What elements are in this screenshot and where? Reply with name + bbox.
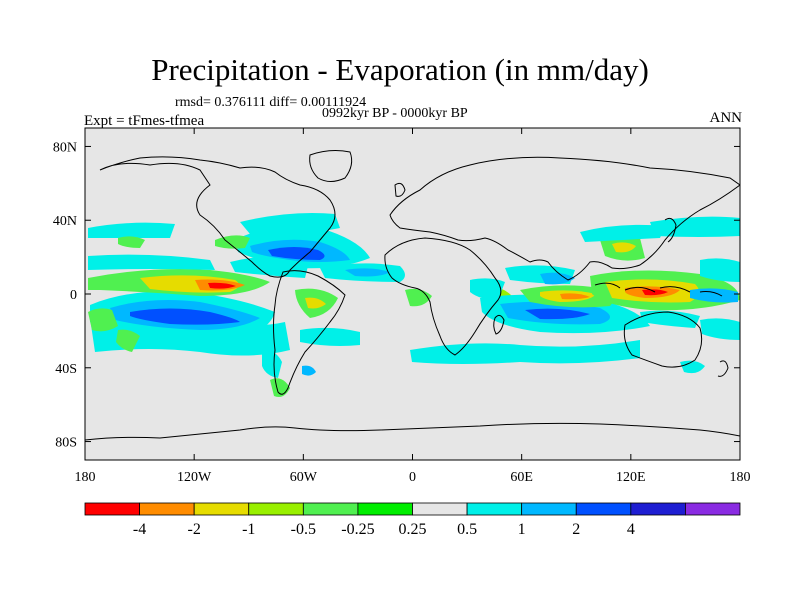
colorbar-label: 4 <box>627 521 635 538</box>
lon-tick-label: 60W <box>290 470 318 485</box>
contour-west-pacific-wet-outer <box>700 258 740 282</box>
lat-tick-label: 40N <box>53 214 77 229</box>
contour-south-pacific-core <box>130 308 240 325</box>
contour-west-pacific-south <box>700 318 740 340</box>
colorbar-swatch <box>193 502 250 516</box>
contour-amazon-yellow <box>305 297 326 309</box>
lon-tick-label: 120W <box>177 470 212 485</box>
colorbar-swatch <box>357 502 413 516</box>
colorbar-swatch <box>521 502 577 516</box>
coast-indonesia <box>594 282 723 297</box>
coast-japan <box>664 217 677 243</box>
contour-south-pacific-green <box>88 308 118 332</box>
axes: 80N 40N 0 40S 80S 180 120W 60W 0 60E 120E 180 <box>53 128 751 485</box>
coast-africa <box>384 237 502 356</box>
coastlines <box>85 150 740 441</box>
colorbar-label: -4 <box>133 521 146 538</box>
contour-indian-dry-orange <box>560 293 590 300</box>
coast-australia <box>623 311 703 368</box>
season-label: ANN <box>709 110 743 126</box>
lon-tick-label: 60E <box>510 470 533 485</box>
contour-tropical-atlantic-core <box>345 268 390 277</box>
coast-new-zealand <box>717 360 729 377</box>
colorbar-swatch <box>302 502 359 516</box>
lat-tick-label: 40S <box>55 362 77 377</box>
colorbar-label: -1 <box>242 521 255 538</box>
contour-fields <box>88 213 740 397</box>
contour-southern-ocean-east <box>410 340 640 364</box>
lat-tick-label: 0 <box>70 288 77 303</box>
contour-north-pacific-green <box>118 236 145 248</box>
contour-south-indian-core <box>525 308 590 320</box>
colorbar-swatch <box>685 502 741 516</box>
contour-pacific-wet-strip <box>88 254 215 270</box>
contour-north-pacific-band <box>88 222 175 238</box>
coast-north-america <box>99 156 336 278</box>
plot-title: Precipitation - Evaporation (in mm/day) <box>151 52 649 87</box>
contour-africa-west-dry <box>405 288 432 307</box>
contour-africa-wet-strip <box>470 278 505 300</box>
colorbar-label: -2 <box>188 521 201 538</box>
coast-greenland <box>309 150 353 182</box>
contour-maritime-red <box>642 289 668 296</box>
contour-chile-wet <box>302 365 316 376</box>
experiment-label: Expt = tFmes-tfmea <box>84 113 205 129</box>
colorbar: -4 -2 -1 -0.5 -0.25 0.25 0.5 1 2 4 <box>84 502 741 538</box>
contour-east-asia-yellow <box>612 242 636 253</box>
coast-south-america <box>273 270 346 395</box>
contour-australia-north <box>640 310 700 328</box>
colorbar-swatch <box>248 502 304 516</box>
contour-tasman <box>680 360 705 374</box>
lon-tick-label: 180 <box>730 470 751 485</box>
colorbar-label: -0.5 <box>291 521 316 538</box>
contour-south-atlantic <box>300 327 360 346</box>
colorbar-swatch <box>575 502 632 516</box>
colorbar-swatch <box>412 502 468 516</box>
lat-tick-label: 80S <box>55 436 77 451</box>
colorbar-label: 0.25 <box>399 521 427 538</box>
contour-south-pacific-green-2 <box>116 329 140 352</box>
colorbar-swatch <box>630 502 686 516</box>
contour-east-asia-wet <box>580 224 665 242</box>
colorbar-swatch <box>466 502 523 516</box>
coast-eurasia <box>389 156 740 281</box>
coast-uk <box>394 182 406 197</box>
coast-antarctica <box>85 422 740 441</box>
colorbar-label: 1 <box>518 521 526 538</box>
colorbar-label: 2 <box>572 521 580 538</box>
coast-madagascar <box>493 314 505 335</box>
stats-readout: rmsd= 0.376111 diff= 0.00111924 <box>175 95 367 110</box>
lon-tick-label: 180 <box>75 470 96 485</box>
contour-bay-bengal <box>540 272 575 285</box>
lon-tick-label: 0 <box>409 470 416 485</box>
lon-tick-label: 120E <box>616 470 646 485</box>
lat-tick-label: 80N <box>53 140 77 155</box>
contour-north-atlantic-band <box>240 213 340 235</box>
period-label: 0992kyr BP - 0000kyr BP <box>322 106 468 121</box>
contour-tropical-pacific-red <box>208 282 236 289</box>
colorbar-swatch <box>84 502 140 516</box>
colorbar-swatch <box>139 502 195 516</box>
contour-caribbean-core <box>268 247 325 260</box>
colorbar-label: -0.25 <box>341 521 374 538</box>
contour-patagonia-wet <box>262 351 282 378</box>
colorbar-label: 0.5 <box>457 521 477 538</box>
